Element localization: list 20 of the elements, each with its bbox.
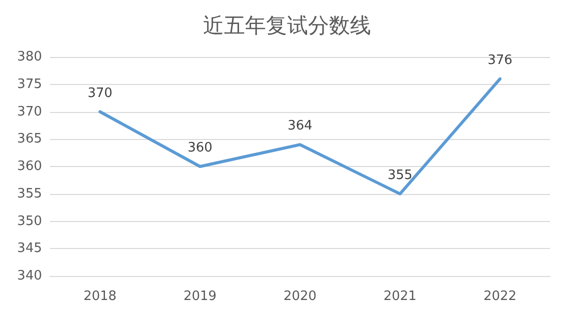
chart-title: 近五年复试分数线 (203, 14, 371, 38)
y-tick-label: 375 (17, 76, 42, 92)
x-tick-label: 2019 (183, 289, 217, 304)
data-label: 376 (488, 52, 512, 68)
data-label: 360 (188, 140, 212, 156)
data-label: 355 (388, 168, 412, 183)
y-tick-label: 380 (17, 50, 42, 64)
x-tick-label: 2022 (483, 289, 517, 304)
data-label: 370 (88, 86, 112, 101)
data-label: 364 (288, 118, 312, 134)
y-tick-label: 365 (17, 132, 42, 147)
y-tick-label: 345 (17, 241, 42, 256)
x-tick-label: 2021 (383, 289, 417, 304)
x-tick-label: 2018 (83, 289, 117, 304)
y-tick-label: 355 (17, 186, 42, 202)
y-tick-label: 350 (17, 214, 42, 229)
y-tick-label: 360 (17, 159, 42, 174)
y-tick-label: 340 (17, 268, 42, 284)
x-tick-label: 2020 (283, 289, 317, 304)
y-tick-label: 370 (17, 104, 42, 120)
